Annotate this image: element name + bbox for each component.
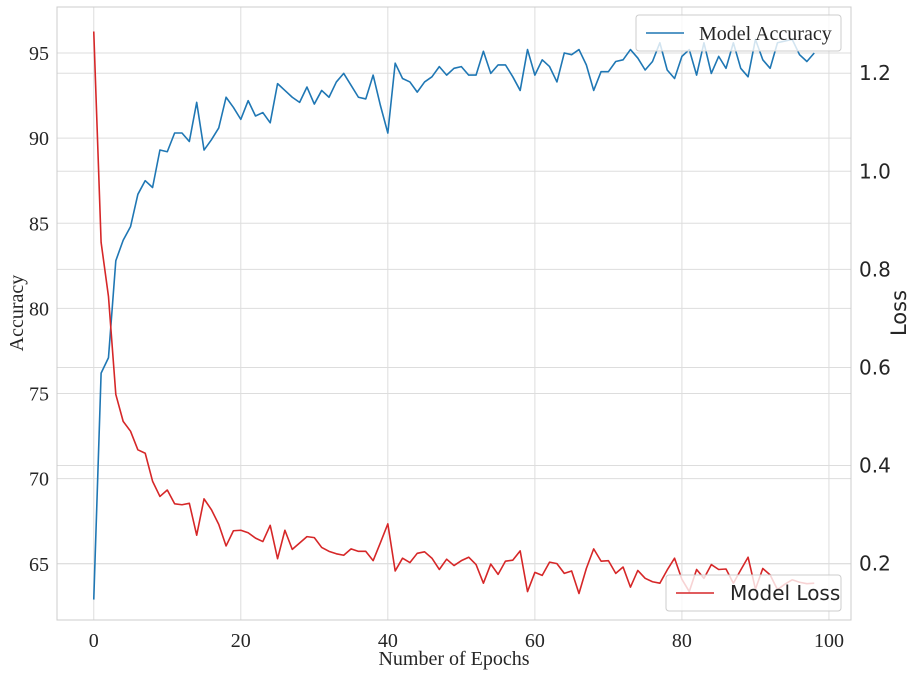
y-left-tick-label-5: 90 xyxy=(29,128,49,150)
y-left-tick-label-0: 65 xyxy=(29,554,49,576)
y-right-tick-label-3: 0.8 xyxy=(859,257,891,281)
x-axis-label: Number of Epochs xyxy=(378,648,529,670)
plot-frame xyxy=(56,6,852,621)
legend-accuracy-box xyxy=(635,14,842,52)
series-line-accuracy xyxy=(92,38,815,600)
y-right-tick-label-4: 1.0 xyxy=(859,159,891,183)
y-axis-left-label: Accuracy xyxy=(6,275,28,352)
legend-loss: Model Loss xyxy=(665,574,842,612)
y-right-tick-label-1: 0.4 xyxy=(859,454,891,478)
x-tick-label-0: 0 xyxy=(89,630,99,652)
legend-accuracy-label: Model Accuracy xyxy=(699,23,832,45)
y-right-tick-label-5: 1.2 xyxy=(859,61,891,85)
x-tick-label-3: 60 xyxy=(525,630,545,652)
y-axis-right-label: Loss xyxy=(887,290,911,336)
y-left-tick-label-6: 95 xyxy=(29,43,49,65)
y-left-tick-label-1: 70 xyxy=(29,469,49,491)
legend-loss-label: Model Loss xyxy=(730,581,840,605)
y-right-tick-label-2: 0.6 xyxy=(859,355,891,379)
y-right-tick-label-0: 0.2 xyxy=(859,552,891,576)
legend-loss-box xyxy=(665,574,842,612)
y-left-tick-label-4: 85 xyxy=(29,213,49,235)
x-tick-label-4: 80 xyxy=(672,630,692,652)
x-tick-label-2: 40 xyxy=(378,630,398,652)
tick-labels: 0 20 40 60 80 100 65 70 75 80 85 90 95 0.2 0.4 0.6 0.8 1.… xyxy=(29,43,891,652)
y-left-tick-label-3: 80 xyxy=(29,298,49,320)
y-left-tick-label-2: 75 xyxy=(29,384,49,406)
x-tick-label-1: 20 xyxy=(231,630,251,652)
legend-accuracy: Model Accuracy xyxy=(635,14,842,52)
x-tick-label-5: 100 xyxy=(814,630,844,652)
